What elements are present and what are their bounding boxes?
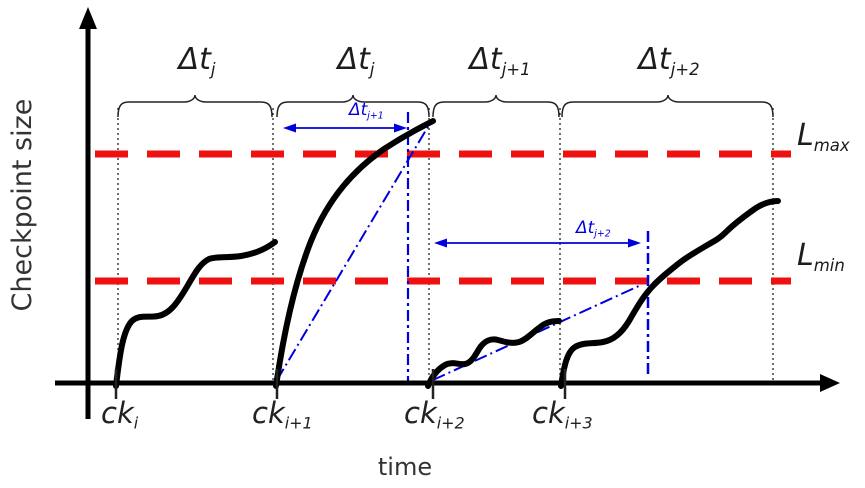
interval-label-1-base: Δt [178,42,211,77]
x-axis-ticks [114,369,567,399]
lmax-label: Lmax [797,118,850,155]
interval-label-2: Δtj [338,42,375,79]
interval-label-4-sub: j+2 [670,59,700,79]
arrowhead-left-icon [434,238,447,248]
measure-label-1: Δtj+1 [349,100,384,121]
lmax-label-base: L [797,118,814,153]
measure-construction-lines [276,112,650,381]
growth-curve-4 [558,198,781,389]
measure-diagonal-2 [432,284,642,381]
y-axis-title: Checkpoint size [7,98,38,312]
measure-diagonal-1 [276,119,433,381]
checkpoint-label-i3-base: ck [532,396,565,430]
axes [55,7,840,419]
checkpoint-label-i3: cki+3 [532,396,593,433]
arrowhead-right-icon [394,123,407,133]
measure-label-1-sub: j+1 [367,110,384,122]
checkpoint-label-i1-sub: i+1 [284,413,313,433]
checkpoint-label-i1-base: ck [252,396,285,430]
arrowhead-left-icon [283,123,296,133]
growth-curve-1 [113,239,278,389]
interval-brace-3 [432,94,560,118]
interval-label-2-sub: j [369,59,375,79]
x-axis-title: time [377,453,433,481]
interval-label-4: Δtj+2 [638,42,699,79]
checkpoint-label-i: cki [101,396,138,433]
checkpoint-label-i3-sub: i+3 [564,413,593,433]
checkpoint-label-i1: cki+1 [252,396,313,433]
checkpoint-label-i2: cki+2 [404,396,465,433]
measure-label-2: Δtj+2 [576,218,611,239]
checkpoint-growth-curves [113,118,781,389]
interval-label-4-base: Δt [638,42,671,77]
interval-label-3: Δtj+1 [469,42,530,79]
interval-label-1: Δtj [179,42,216,79]
growth-curve-3 [425,318,562,389]
checkpoint-label-i-sub: i [133,413,139,433]
interval-brace-1 [117,94,273,118]
y-axis-arrow-icon [79,7,97,29]
lmax-label-sub: max [813,135,850,155]
lmin-label: Lmin [797,238,845,275]
interval-brace-4 [561,94,774,118]
lmin-label-sub: min [813,255,845,275]
lmin-label-base: L [797,238,814,273]
measure-label-2-sub: j+2 [594,228,611,240]
arrowhead-right-icon [628,238,641,248]
measure-label-1-base: Δt [349,100,368,120]
checkpoint-label-i-base: ck [101,396,134,430]
x-axis-arrow-icon [820,374,840,392]
measure-arrow-2 [434,238,641,248]
interval-brace-2 [276,94,430,118]
interval-braces [117,94,774,118]
checkpoint-label-i2-sub: i+2 [436,413,465,433]
interval-label-3-sub: j+1 [501,59,531,79]
interval-label-3-base: Δt [469,42,502,77]
measure-arrow-1 [283,123,407,133]
interval-label-1-sub: j [210,59,216,79]
measure-label-2-base: Δt [576,218,595,238]
growth-curve-2 [273,118,436,389]
checkpoint-label-i2-base: ck [404,396,437,430]
interval-label-2-base: Δt [337,42,370,77]
